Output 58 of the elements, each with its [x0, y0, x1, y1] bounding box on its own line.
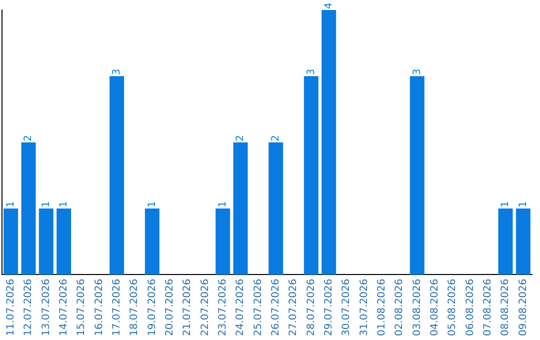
x-tick-label: 05.08.2026: [447, 278, 458, 336]
x-tick-label: 30.07.2026: [341, 278, 352, 336]
x-tick-label: 08.08.2026: [500, 278, 512, 336]
bar: [216, 208, 230, 275]
x-tick-label: 17.07.2026: [111, 278, 122, 336]
bar: [110, 76, 124, 275]
data-label: 3: [306, 68, 317, 76]
bar: [498, 208, 513, 275]
data-label: 1: [146, 201, 158, 208]
x-tick-label: 18.07.2026: [129, 278, 140, 336]
bar: [144, 208, 160, 275]
data-label: 2: [270, 134, 282, 142]
bar: [516, 208, 530, 275]
x-tick-label: 07.08.2026: [482, 278, 494, 336]
data-label: 4: [323, 2, 334, 9]
x-tick-label: 28.07.2026: [306, 278, 317, 336]
x-tick-label: 29.07.2026: [323, 278, 334, 336]
data-label: 2: [235, 134, 246, 142]
x-tick-label: 04.08.2026: [429, 278, 440, 336]
x-tick-label: 01.08.2026: [376, 278, 388, 336]
x-tick-label: 31.07.2026: [358, 278, 370, 336]
x-tick-label: 09.08.2026: [518, 278, 529, 336]
data-label: 2: [23, 134, 34, 142]
x-tick-label: 26.07.2026: [270, 278, 282, 336]
bar: [410, 76, 424, 275]
bar: [56, 208, 72, 275]
x-tick-label: 15.07.2026: [76, 278, 88, 336]
data-label: 1: [217, 201, 228, 208]
data-label: 1: [40, 201, 52, 208]
x-tick-label: 21.07.2026: [182, 278, 194, 336]
data-label: 1: [5, 201, 16, 208]
bar: [4, 208, 18, 275]
bar: [38, 208, 54, 275]
x-tick-label: 20.07.2026: [164, 278, 176, 336]
x-tick-label: 23.07.2026: [217, 278, 228, 336]
x-tick-label: 25.07.2026: [252, 278, 264, 336]
bar: [268, 142, 284, 275]
bar: [322, 10, 336, 275]
data-label: 1: [500, 201, 512, 208]
x-tick-label: 14.07.2026: [58, 278, 70, 336]
x-tick-label: 13.07.2026: [40, 278, 52, 336]
bar: [304, 76, 318, 275]
x-tick-label: 11.07.2026: [5, 278, 16, 336]
data-label: 1: [58, 201, 70, 208]
x-tick-label: 27.07.2026: [288, 278, 300, 336]
bar: [21, 142, 36, 275]
x-tick-label: 03.08.2026: [412, 278, 423, 336]
x-tick-label: 24.07.2026: [235, 278, 246, 336]
data-label: 1: [518, 201, 529, 208]
x-tick-label: 16.07.2026: [94, 278, 105, 336]
x-tick-label: 02.08.2026: [394, 278, 406, 336]
x-tick-label: 19.07.2026: [146, 278, 158, 336]
x-tick-label: 06.08.2026: [464, 278, 476, 336]
x-tick-label: 12.07.2026: [23, 278, 34, 336]
data-label: 3: [412, 68, 423, 76]
data-label: 3: [111, 68, 122, 76]
x-tick-label: 22.07.2026: [200, 278, 211, 336]
bar: [233, 142, 248, 275]
